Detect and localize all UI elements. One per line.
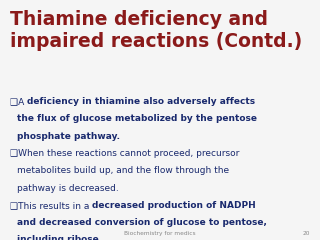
- Text: 20: 20: [303, 231, 310, 236]
- Text: metabolites build up, and the flow through the: metabolites build up, and the flow throu…: [17, 166, 229, 175]
- Text: including ribose.: including ribose.: [17, 235, 102, 240]
- Text: phosphate pathway.: phosphate pathway.: [17, 132, 120, 141]
- Text: ❑When these reactions cannot proceed, precursor: ❑When these reactions cannot proceed, pr…: [10, 149, 239, 158]
- Text: Thiamine deficiency and
impaired reactions (Contd.): Thiamine deficiency and impaired reactio…: [10, 10, 302, 51]
- Text: ❑A: ❑A: [10, 97, 27, 106]
- Text: Biochemistry for medics: Biochemistry for medics: [124, 231, 196, 236]
- Text: pathway is decreased.: pathway is decreased.: [17, 184, 118, 192]
- Text: decreased production of NADPH: decreased production of NADPH: [92, 201, 256, 210]
- Text: the flux of glucose metabolized by the pentose: the flux of glucose metabolized by the p…: [17, 114, 257, 123]
- Text: ❑This results in a: ❑This results in a: [10, 201, 92, 210]
- Text: and decreased conversion of glucose to pentose,: and decreased conversion of glucose to p…: [17, 218, 267, 227]
- Text: deficiency in thiamine also adversely affects: deficiency in thiamine also adversely af…: [27, 97, 255, 106]
